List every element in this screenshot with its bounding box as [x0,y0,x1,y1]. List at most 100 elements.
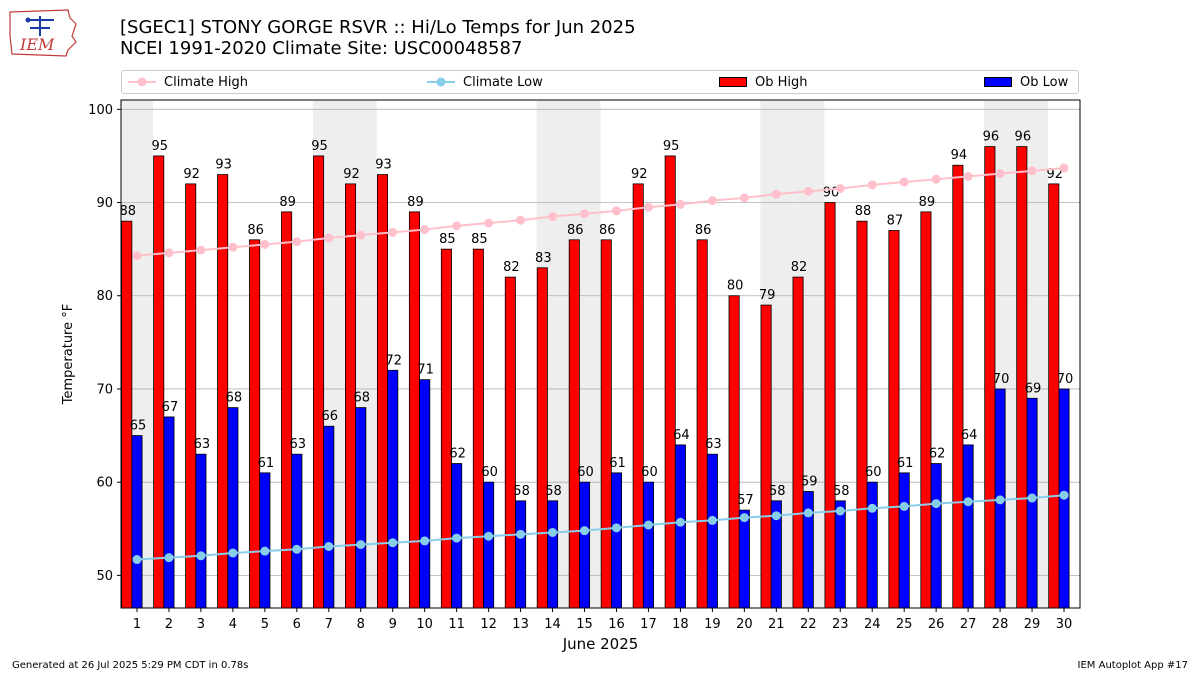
ob-low-bar [195,453,207,609]
ob-high-bar [632,183,644,609]
climate-low-point [260,546,270,556]
legend-label: Ob High [755,74,808,90]
legend-climate-high: Climate High [128,71,248,93]
ob-high-label: 94 [951,148,968,163]
climate-high-line [136,167,1065,257]
ob-high-label: 80 [727,279,744,294]
climate-low-point [931,499,941,509]
x-tick-label: 29 [1024,617,1041,632]
ob-low-label: 58 [513,484,530,499]
ob-high-bar [600,239,612,609]
climate-high-point [132,251,142,261]
climate-low-point [164,553,174,563]
ob-low-label: 70 [993,372,1010,387]
legend-climate-low: Climate Low [427,71,543,93]
ob-low-bar [227,407,239,609]
legend: Climate High Climate Low Ob High Ob Low [121,70,1079,94]
ob-high-bar [792,276,804,609]
climate-low-point [1059,490,1069,500]
ob-low-bar [706,453,718,609]
ob-low-label: 66 [322,409,339,424]
ob-low-bar [163,416,175,609]
climate-high-point [739,193,749,203]
climate-low-point [388,538,398,548]
y-tick-label: 70 [96,382,113,397]
climate-low-point [963,497,973,507]
ob-low-bar [579,481,591,609]
climate-high-line-icon [128,77,156,87]
climate-high-point [643,202,653,212]
x-tick-label: 15 [576,617,593,632]
climate-high-point [164,248,174,258]
ob-high-label: 88 [855,204,872,219]
climate-high-point [260,239,270,249]
climate-low-point [292,544,302,554]
legend-label: Climate Low [463,74,543,90]
climate-low-point [771,511,781,521]
ob-low-label: 63 [290,437,307,452]
ob-low-label: 69 [1025,381,1042,396]
ob-high-label: 86 [695,223,712,238]
climate-high-point [516,215,526,225]
ob-low-bar [419,379,431,609]
ob-low-bar [259,472,271,609]
climate-high-point [548,212,558,222]
x-tick-label: 18 [672,617,689,632]
ob-low-label: 71 [417,363,434,378]
x-tick-label: 14 [544,617,561,632]
climate-high-point [420,225,430,235]
climate-high-point [356,230,366,240]
legend-ob-low: Ob Low [984,71,1068,93]
ob-high-bar [536,267,548,609]
ob-high-bar [281,211,293,609]
ob-low-label: 63 [705,437,722,452]
climate-high-point [1027,166,1037,176]
climate-low-point [707,515,717,525]
ob-high-label: 83 [535,251,552,266]
x-tick-label: 27 [960,617,977,632]
ob-low-bar [291,453,303,609]
ob-high-bar [185,183,197,609]
x-tick-label: 13 [512,617,529,632]
climate-high-point [484,218,494,228]
ob-low-label: 60 [865,465,882,480]
ob-high-bar [1016,146,1028,609]
ob-low-bar [515,500,527,609]
ob-high-label: 79 [759,288,776,303]
y-tick-label: 90 [96,196,113,211]
ob-high-label: 87 [887,213,904,228]
footer-generated: Generated at 26 Jul 2025 5:29 PM CDT in … [12,660,249,671]
climate-low-point [452,533,462,543]
x-tick-label: 28 [992,617,1009,632]
climate-high-point [580,209,590,219]
ob-high-label: 82 [503,260,520,275]
ob-low-bar [355,407,367,609]
ob-high-bar [568,239,580,609]
ob-low-bar [898,472,910,609]
ob-high-label: 96 [1015,130,1032,145]
climate-high-point [611,206,621,216]
ob-high-bar [952,164,964,609]
x-tick-label: 23 [832,617,849,632]
ob-high-label: 93 [375,158,392,173]
ob-high-bar [313,155,325,609]
y-tick-label: 100 [88,103,113,118]
climate-low-point [196,551,206,561]
ob-high-bar [408,211,420,609]
climate-low-point [548,527,558,537]
ob-high-bar [856,220,868,609]
ob-low-label: 67 [162,400,179,415]
ob-high-bar [696,239,708,609]
climate-low-point [867,503,877,513]
x-tick-label: 6 [293,617,301,632]
x-tick-label: 21 [768,617,785,632]
ob-high-label: 88 [119,204,136,219]
climate-low-line-icon [427,77,455,87]
y-tick-label: 50 [96,569,113,584]
ob-high-label: 85 [471,232,488,247]
chart-title: [SGEC1] STONY GORGE RSVR :: Hi/Lo Temps … [120,17,636,59]
climate-low-point [356,540,366,550]
legend-label: Ob Low [1020,74,1069,90]
ob-high-label: 95 [311,139,328,154]
x-tick-label: 5 [261,617,269,632]
